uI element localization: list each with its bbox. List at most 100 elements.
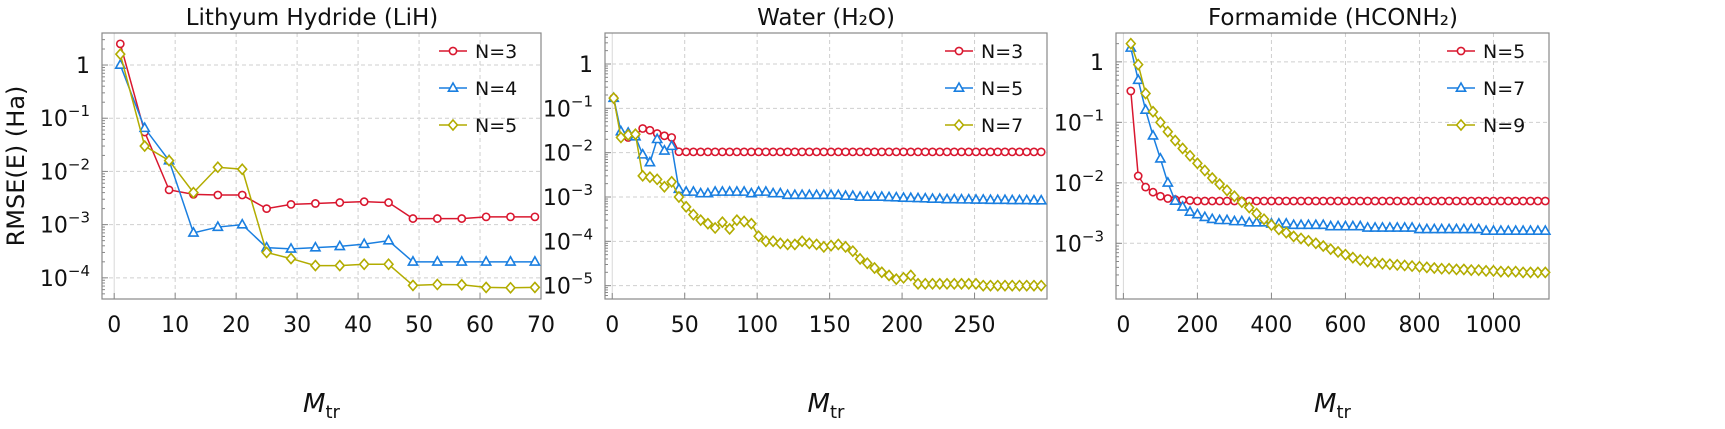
- data-point: [1176, 200, 1189, 211]
- data-point: [1429, 196, 1439, 206]
- data-point: [1035, 193, 1048, 205]
- data-point: [876, 266, 888, 279]
- data-point: [1457, 222, 1470, 234]
- y-tick-label: 10−4: [543, 225, 593, 255]
- data-point: [955, 193, 968, 204]
- x-tick-label: 200: [1176, 313, 1218, 338]
- data-point: [725, 147, 735, 157]
- chart-panel-1: Lithyum Hydride (LiH) 1 10−1 10−2 10−3 10−4 0 1…: [40, 5, 555, 423]
- legend-marker: [954, 46, 964, 56]
- data-point: [1509, 224, 1522, 235]
- legend-entry: N=7: [945, 115, 1023, 137]
- data-point: [1496, 196, 1506, 206]
- data-point: [1502, 224, 1515, 235]
- series-N=7: [608, 91, 1047, 292]
- legend-marker: [953, 118, 965, 132]
- series-line: [612, 97, 1042, 153]
- data-point: [739, 147, 749, 157]
- legend-label: N=7: [1483, 78, 1525, 100]
- data-point: [1531, 224, 1544, 235]
- series-N=9: [1125, 37, 1551, 279]
- data-point: [694, 186, 707, 198]
- data-point: [986, 147, 995, 157]
- data-point: [1141, 182, 1151, 192]
- data-point: [1384, 258, 1396, 271]
- data-point: [1243, 215, 1256, 227]
- data-point: [138, 121, 151, 133]
- data-point: [1035, 279, 1047, 292]
- data-point: [637, 169, 649, 183]
- data-point: [1451, 263, 1462, 276]
- x-tick-label: 200: [881, 313, 923, 338]
- x-axis-label: Mtr: [303, 389, 340, 423]
- data-point: [1140, 87, 1152, 100]
- data-point: [431, 255, 444, 266]
- data-point: [1510, 265, 1522, 278]
- data-point: [382, 234, 395, 245]
- data-point: [1524, 224, 1537, 235]
- data-point: [638, 124, 648, 133]
- data-point: [723, 185, 736, 196]
- data-point: [1480, 264, 1492, 278]
- data-point: [927, 277, 938, 291]
- y-minor-ticks: [102, 39, 105, 295]
- y-tick-label: 10−3: [543, 181, 593, 211]
- data-point: [788, 188, 801, 200]
- data-point: [935, 147, 945, 157]
- data-point: [1156, 191, 1165, 201]
- data-point: [1267, 196, 1276, 206]
- y-minor-ticks: [1116, 43, 1119, 287]
- data-point: [977, 193, 990, 204]
- data-point: [1355, 196, 1365, 206]
- legend-label: N=3: [981, 41, 1023, 63]
- data-point: [1511, 196, 1521, 206]
- data-point: [956, 277, 967, 291]
- data-point: [731, 213, 743, 227]
- series-N=5: [1126, 86, 1550, 206]
- x-axis-label: Mtr: [1314, 389, 1351, 423]
- data-point: [767, 186, 780, 198]
- data-point: [1435, 222, 1448, 234]
- legend-entry: N=7: [1447, 78, 1525, 100]
- data-point: [660, 131, 669, 141]
- data-point: [358, 237, 371, 249]
- legend-label: N=7: [981, 115, 1023, 137]
- data-point: [1184, 149, 1196, 162]
- gridlines: [102, 33, 542, 299]
- data-point: [1324, 219, 1337, 231]
- data-point: [1199, 164, 1211, 177]
- data-point: [644, 170, 656, 184]
- legend-marker: [1455, 81, 1467, 92]
- data-point: [1472, 222, 1485, 234]
- data-point: [528, 255, 541, 266]
- data-point: [1369, 221, 1382, 232]
- data-point: [1436, 262, 1448, 275]
- data-point: [1465, 263, 1477, 277]
- data-point: [658, 180, 670, 193]
- data-point: [1540, 196, 1550, 206]
- data-point: [1133, 171, 1143, 181]
- data-point: [1274, 196, 1284, 206]
- data-point: [1007, 147, 1017, 157]
- gridlines: [605, 33, 1047, 299]
- data-point: [1443, 222, 1456, 234]
- data-point: [455, 255, 468, 266]
- data-point: [1193, 196, 1202, 206]
- y-tick-label: 10−3: [1054, 227, 1104, 257]
- x-tick-label: 0: [605, 313, 619, 338]
- data-point: [1021, 279, 1033, 292]
- data-point: [1503, 196, 1513, 206]
- data-point: [919, 277, 931, 291]
- data-point: [1369, 256, 1381, 269]
- data-point: [1280, 226, 1292, 239]
- data-point: [1185, 196, 1195, 205]
- data-point: [1443, 262, 1455, 275]
- data-point: [480, 255, 493, 266]
- series-N=5: [607, 91, 1048, 205]
- data-point: [1487, 224, 1500, 235]
- data-point: [752, 185, 765, 196]
- y-tick-label: 1: [579, 53, 593, 78]
- legend-label: N=3: [475, 41, 517, 63]
- data-point: [114, 47, 126, 61]
- data-point: [1228, 190, 1240, 203]
